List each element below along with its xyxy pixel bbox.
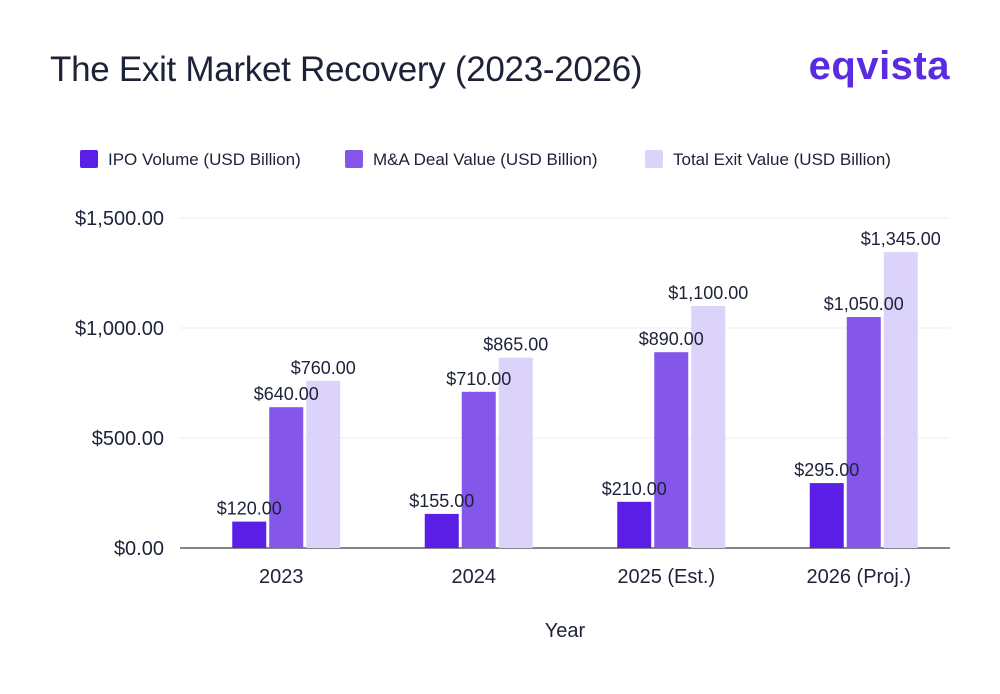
legend-label-1: IPO Volume (USD Billion): [108, 150, 301, 169]
bar-3-3: [691, 306, 726, 548]
eqvista-logo: eqvista: [808, 44, 950, 88]
data-labels: $120.00 $640.00 $760.00 $155.00 $710.00 $865.…: [217, 229, 941, 518]
bar-1-2: [424, 513, 459, 548]
x-tick-label-2: 2024: [452, 566, 497, 588]
y-axis: $0.00 $500.00 $1,000.00 $1,500.00: [75, 208, 164, 560]
bar-2-3: [654, 352, 689, 548]
legend-label-2: M&A Deal Value (USD Billion): [373, 150, 598, 169]
data-label-3-3: $1,100.00: [668, 283, 748, 303]
data-label-1-3: $210.00: [602, 479, 667, 499]
y-tick-label: $1,500.00: [75, 208, 164, 230]
x-tick-label-3: 2025 (Est.): [617, 566, 715, 588]
legend-swatch-1: [80, 150, 98, 168]
bar-3-1: [306, 380, 341, 548]
x-axis: 2023 2024 2025 (Est.) 2026 (Proj.): [259, 566, 911, 588]
y-tick-label: $1,000.00: [75, 318, 164, 340]
y-tick-label: $500.00: [92, 428, 164, 450]
legend-label-3: Total Exit Value (USD Billion): [673, 150, 891, 169]
data-label-1-4: $295.00: [794, 460, 859, 480]
data-label-2-4: $1,050.00: [824, 294, 904, 314]
bars: [232, 252, 918, 548]
bar-1-1: [232, 521, 267, 548]
data-label-3-2: $865.00: [483, 335, 548, 355]
legend: IPO Volume (USD Billion) M&A Deal Value (…: [80, 150, 891, 169]
legend-swatch-3: [645, 150, 663, 168]
bar-1-3: [617, 501, 652, 548]
bar-2-2: [461, 391, 496, 548]
x-tick-label-1: 2023: [259, 566, 304, 588]
bar-3-2: [498, 357, 533, 548]
y-tick-label: $0.00: [114, 538, 164, 560]
bar-3-4: [883, 252, 918, 548]
x-tick-label-4: 2026 (Proj.): [807, 566, 912, 588]
data-label-2-3: $890.00: [639, 329, 704, 349]
data-label-1-1: $120.00: [217, 499, 282, 519]
data-label-3-4: $1,345.00: [861, 229, 941, 249]
bar-2-1: [269, 407, 304, 548]
data-label-2-1: $640.00: [254, 384, 319, 404]
bar-2-4: [846, 317, 881, 548]
bar-1-4: [809, 483, 844, 548]
legend-swatch-2: [345, 150, 363, 168]
x-axis-title: Year: [545, 620, 586, 642]
chart-title: The Exit Market Recovery (2023-2026): [50, 50, 643, 89]
data-label-3-1: $760.00: [291, 358, 356, 378]
data-label-2-2: $710.00: [446, 369, 511, 389]
data-label-1-2: $155.00: [409, 491, 474, 511]
